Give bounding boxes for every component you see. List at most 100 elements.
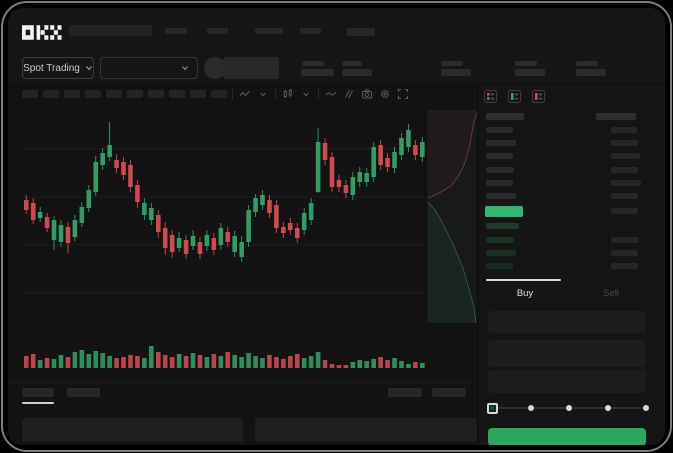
pair-name-skeleton [223, 57, 279, 79]
price-input[interactable] [488, 311, 646, 333]
chevron-down-icon[interactable] [257, 88, 269, 100]
nav-item-skeleton[interactable] [300, 28, 321, 34]
stat-label-skeleton [576, 61, 598, 66]
slider-dot[interactable] [527, 405, 534, 411]
slider-dot[interactable] [604, 405, 611, 411]
ask-row[interactable] [478, 167, 665, 173]
bid-row[interactable] [478, 223, 665, 229]
market-type-selector[interactable]: Spot Trading [22, 57, 94, 79]
timeframe-chip-skeleton[interactable] [211, 90, 227, 98]
nav-search-skeleton[interactable] [69, 25, 152, 36]
timeframe-chip-skeleton[interactable] [148, 90, 164, 98]
chevron-down-icon [85, 66, 92, 71]
chart-module [8, 85, 478, 445]
depth-profile-overlay[interactable] [427, 110, 478, 324]
okx-logo-glyph [22, 25, 62, 40]
volume-chart-svg [23, 346, 425, 368]
active-tab-underline [22, 402, 54, 404]
panel-action-skeleton[interactable] [388, 388, 422, 397]
total-input[interactable] [488, 370, 646, 393]
ask-row[interactable] [478, 153, 665, 159]
pair-selector[interactable] [100, 57, 198, 79]
orders-tab-skeleton[interactable] [22, 388, 54, 397]
bid-price-skeleton [486, 263, 513, 269]
bid-amount-skeleton [611, 250, 638, 256]
fullscreen-icon[interactable] [397, 88, 409, 100]
slider-dot[interactable] [566, 405, 572, 411]
timeframe-chip-skeleton[interactable] [106, 90, 122, 98]
toolbar-divider [232, 89, 233, 99]
timeframe-chip-skeleton[interactable] [43, 90, 59, 98]
okx-logo[interactable] [22, 25, 62, 40]
nav-item-skeleton[interactable] [207, 28, 228, 34]
ask-amount-skeleton [611, 153, 640, 159]
ask-price-skeleton [486, 180, 513, 186]
table-placeholder-block [255, 418, 477, 442]
toolbar-divider [318, 89, 319, 99]
line-chart-icon[interactable] [325, 88, 337, 100]
settings-icon[interactable] [379, 88, 391, 100]
nav-item-skeleton[interactable] [347, 28, 375, 36]
chevron-down-icon[interactable] [300, 88, 312, 100]
bid-price-skeleton [486, 223, 519, 229]
ask-price-skeleton [486, 127, 513, 133]
bid-price-skeleton [486, 250, 516, 256]
timeframe-chip-skeleton[interactable] [85, 90, 101, 98]
ob-header-price-skeleton [486, 113, 524, 120]
slider-handle[interactable] [486, 402, 498, 414]
timeframe-chip-skeleton[interactable] [127, 90, 143, 98]
ask-row[interactable] [478, 180, 665, 186]
bottom-panel-divider [8, 382, 477, 383]
buy-button[interactable] [488, 428, 646, 445]
table-placeholder-block [22, 418, 243, 442]
history-tab-skeleton[interactable] [67, 388, 100, 397]
indicators-icon[interactable] [239, 88, 251, 100]
bid-row[interactable] [478, 263, 665, 269]
candlestick-icon[interactable] [282, 88, 294, 100]
compare-icon[interactable] [343, 88, 355, 100]
ask-row[interactable] [478, 140, 665, 146]
ask-amount-skeleton [611, 180, 641, 186]
app-window: Spot Trading [8, 8, 665, 445]
bid-row[interactable] [478, 237, 665, 243]
ask-price-skeleton [486, 140, 516, 146]
timeframe-chip-skeleton[interactable] [169, 90, 185, 98]
ask-price-skeleton [486, 167, 514, 173]
stat-value-skeleton [441, 69, 471, 76]
candlestick-chart[interactable] [20, 110, 425, 330]
bid-amount-skeleton [611, 263, 638, 269]
ask-amount-skeleton [611, 193, 638, 199]
timeframe-chip-skeleton[interactable] [64, 90, 80, 98]
bid-row[interactable] [478, 250, 665, 256]
ask-amount-skeleton [611, 140, 638, 146]
timeframe-chip-skeleton[interactable] [190, 90, 206, 98]
panel-action-skeleton[interactable] [432, 388, 466, 397]
market-type-label: Spot Trading [23, 62, 80, 74]
nav-item-skeleton[interactable] [165, 28, 187, 34]
ask-amount-skeleton [611, 167, 638, 173]
toolbar-divider [275, 89, 276, 99]
tab-sell[interactable]: Sell [603, 287, 619, 299]
ask-price-skeleton [486, 193, 516, 199]
slider-dot[interactable] [643, 405, 649, 411]
last-price-block[interactable] [485, 206, 523, 217]
timeframe-chip-skeleton[interactable] [22, 90, 38, 98]
ob-header-amount-skeleton [596, 113, 636, 120]
tab-buy[interactable]: Buy [516, 287, 534, 299]
ask-amount-skeleton [611, 127, 637, 133]
nav-item-skeleton[interactable] [255, 28, 283, 34]
ask-price-skeleton [486, 153, 513, 159]
ask-row[interactable] [478, 127, 665, 133]
book-bids-icon[interactable] [508, 90, 521, 103]
amount-input[interactable] [488, 340, 646, 367]
active-trade-tab-indicator [486, 279, 561, 281]
stat-label-skeleton [515, 61, 537, 66]
volume-chart[interactable] [20, 336, 425, 368]
trade-tabs: Buy Sell [482, 280, 654, 306]
stat-value-skeleton [515, 69, 545, 76]
stat-value-skeleton [342, 69, 372, 76]
ask-row[interactable] [478, 193, 665, 199]
book-all-icon[interactable] [484, 90, 497, 103]
book-asks-icon[interactable] [532, 90, 545, 103]
camera-icon[interactable] [361, 88, 373, 100]
